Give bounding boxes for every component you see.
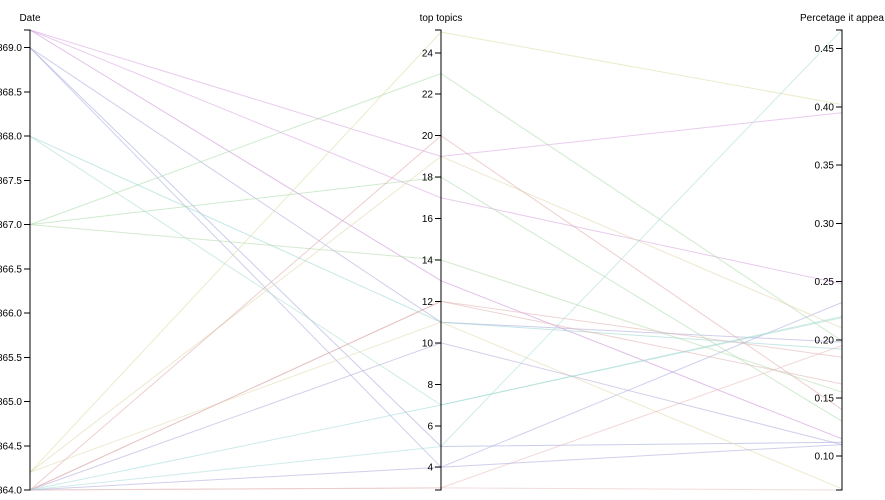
tick-label-date-6: ,867.0 [0,220,22,231]
tick-label-topic-10: 24 [422,48,434,59]
tick-label-topic-0: 4 [427,463,433,474]
tick-label-topic-5: 14 [422,256,434,267]
axis-date: ,864.0 ,864.5 ,865.0 ,865.5 ,866.0 ,866.5 ,867… [0,13,41,497]
axis-line-date [24,29,31,491]
tick-label-pct-2: 0.20 [815,335,835,346]
tick-label-topic-3: 10 [422,338,434,349]
tick-label-pct-7: 0.45 [815,44,835,55]
axis-title-pct: Percetage it appea [800,13,884,24]
axes: ,864.0 ,864.5 ,865.0 ,865.5 ,866.0 ,866.5 ,867… [0,13,884,497]
record-line-4 [29,47,843,448]
tick-label-date-10: ,869.0 [0,43,22,54]
tick-label-date-8: ,868.0 [0,132,22,143]
tick-label-pct-5: 0.35 [815,161,835,172]
tick-label-date-3: ,865.5 [0,353,22,364]
record-line-3 [29,47,843,343]
record-line-14 [29,135,843,491]
record-line-12 [29,155,843,473]
tick-label-topic-1: 6 [427,421,433,432]
record-line-10 [29,224,843,393]
tick-label-topic-4: 12 [422,297,434,308]
tick-label-date-4: ,866.0 [0,309,22,320]
tick-label-pct-0: 0.10 [815,452,835,463]
axis-line-pct [836,29,843,491]
axis-title-topic: top topics [420,13,463,24]
tick-label-topic-2: 8 [427,380,433,391]
tick-label-pct-4: 0.30 [815,219,835,230]
record-line-6 [29,135,843,350]
tick-label-pct-3: 0.25 [815,277,835,288]
record-line-0 [29,29,843,157]
record-line-8 [29,72,843,342]
axis-title-date: Date [19,13,41,24]
tick-label-date-7: ,867.5 [0,176,22,187]
tick-label-topic-8: 20 [422,131,434,142]
record-line-16 [29,345,843,491]
tick-label-date-5: ,866.5 [0,264,22,275]
record-line-7 [29,135,843,406]
axis-pct: 0.10 0.15 0.20 0.25 0.30 0.35 0.40 0.45 Percetag… [800,13,884,491]
tick-label-date-0: ,864.0 [0,486,22,497]
tick-label-pct-1: 0.15 [815,394,835,405]
axis-topic: 4 6 8 10 12 14 16 18 20 22 24 top topics [420,13,463,491]
tick-label-pct-6: 0.40 [815,102,835,113]
tick-label-topic-9: 22 [422,90,434,101]
tick-label-date-1: ,864.5 [0,441,22,452]
tick-label-date-2: ,865.0 [0,397,22,408]
record-line-2 [29,29,843,440]
tick-label-topic-7: 18 [422,173,434,184]
tick-label-topic-6: 16 [422,214,434,225]
tick-label-date-9: ,868.5 [0,87,22,98]
